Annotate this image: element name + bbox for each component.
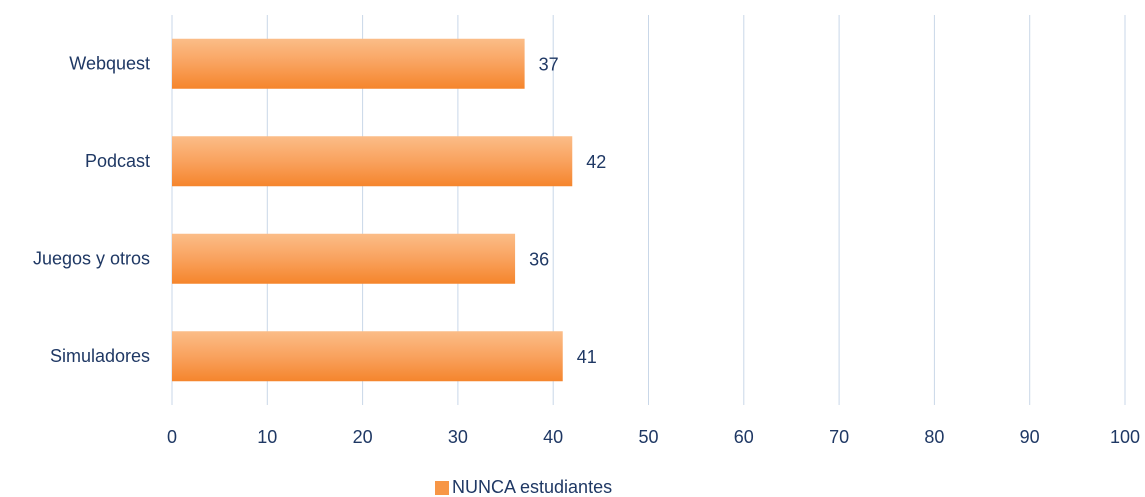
x-tick-label: 20 (353, 427, 373, 447)
y-tick-label: Webquest (69, 54, 150, 74)
x-tick-label: 40 (543, 427, 563, 447)
x-tick-label: 90 (1020, 427, 1040, 447)
bar (172, 331, 563, 382)
x-tick-label: 60 (734, 427, 754, 447)
y-tick-label: Simuladores (50, 346, 150, 366)
x-tick-label: 100 (1110, 427, 1140, 447)
y-tick-label: Podcast (85, 151, 150, 171)
x-tick-label: 50 (638, 427, 658, 447)
x-tick-label: 70 (829, 427, 849, 447)
bar (172, 233, 516, 284)
y-tick-label: Juegos y otros (33, 249, 150, 269)
x-tick-label: 30 (448, 427, 468, 447)
data-label: 42 (586, 152, 606, 172)
x-tick-label: 80 (924, 427, 944, 447)
x-tick-label: 10 (257, 427, 277, 447)
legend-label: NUNCA estudiantes (452, 477, 612, 497)
data-label: 37 (539, 55, 559, 75)
bar (172, 38, 525, 89)
legend-swatch (435, 481, 449, 495)
x-tick-label: 0 (167, 427, 177, 447)
bar (172, 136, 573, 187)
data-label: 36 (529, 250, 549, 270)
data-label: 41 (577, 347, 597, 367)
